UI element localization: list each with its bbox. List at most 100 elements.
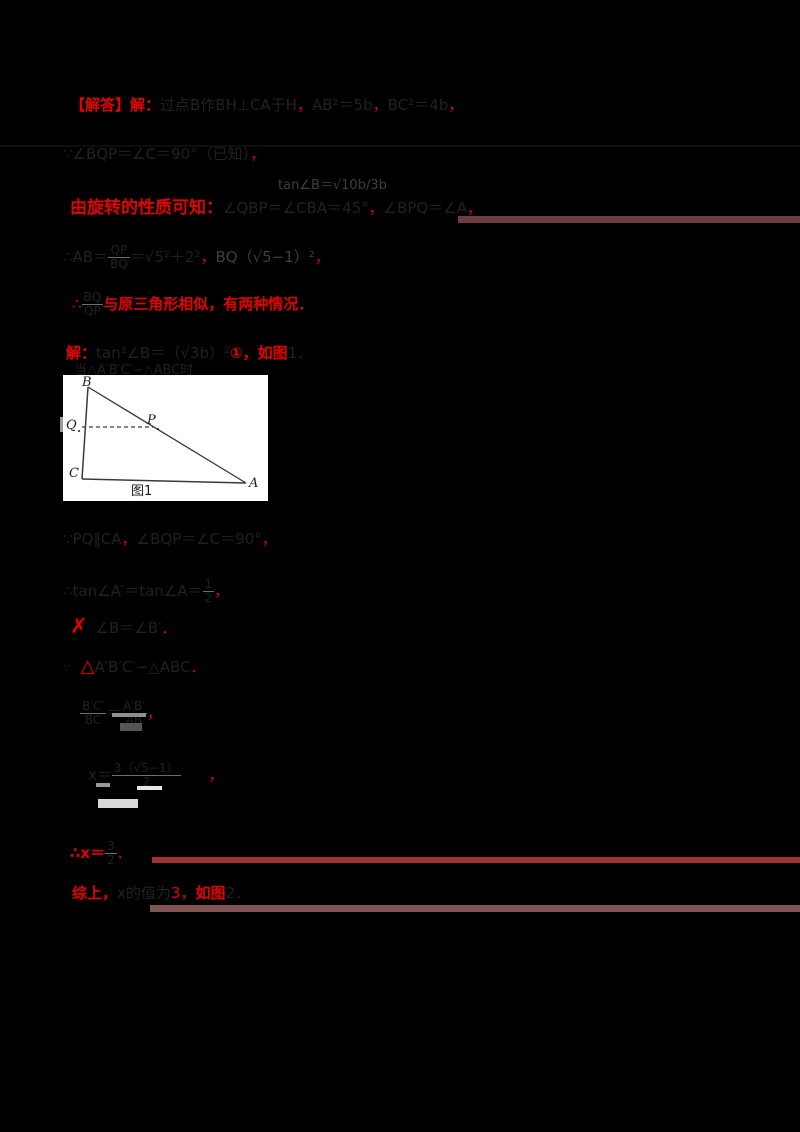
vertex-label-a: A <box>248 476 258 491</box>
fraction-numerator: B′C′ <box>80 699 107 714</box>
fraction-numerator: QP <box>108 244 130 258</box>
parallel-row: ∵PQ∥CA，∠BQP＝∠C＝90°， <box>63 530 277 548</box>
red-period: ． <box>161 619 177 637</box>
body-text: ∵∠BQP＝∠C＝90°（已知） <box>63 145 251 163</box>
body-text: AB²＝5b <box>311 96 373 114</box>
fraction: 3（√5−1） 2 <box>111 761 181 789</box>
red-comma: ， <box>372 96 388 114</box>
annotation-section-label: 【解答】解： <box>70 96 161 114</box>
fraction: BQ QP <box>81 290 104 318</box>
triangle-diagram: B Q C A P 图1 <box>66 375 258 499</box>
math-superline: tan∠B＝√10b∕3b <box>278 177 387 195</box>
body-text: ∠BQP＝∠C＝90° <box>136 530 262 548</box>
q-tick-dot <box>78 430 80 432</box>
red-underline-main <box>152 857 800 863</box>
body-text: x的值为 <box>117 884 171 902</box>
similarity-cases-row: ∴ BQ QP 与原三角形相似，有两种情况． <box>72 291 313 318</box>
fraction-bar-artifact <box>120 723 142 731</box>
red-comma: ， <box>214 582 230 600</box>
body-text: ∠B＝∠B′ <box>95 619 162 637</box>
red-comma: ， <box>146 704 162 722</box>
body-text: tan∠B＝√10b∕3b <box>278 178 387 193</box>
body-text: ∴tan∠A′＝tan∠A＝ <box>63 582 203 600</box>
side-ca-line <box>81 478 247 484</box>
red-comma: ， <box>448 96 464 114</box>
annotation-red-text: 由旋转的性质可知： <box>70 198 223 218</box>
red-comma: ， <box>250 145 266 163</box>
vertex-label-b: B <box>81 375 92 390</box>
vertex-label-c: C <box>69 466 79 481</box>
case-condition-row: 当△A′B′C′∽△ABC时 <box>74 362 193 380</box>
red-comma: ， <box>261 530 277 548</box>
triangle-similar-row: ∵ △A′B′C′∽△ABC． <box>63 658 206 677</box>
result-row: ∴x＝ 3 2 ． <box>70 840 132 867</box>
body-text: 当△A′B′C′∽△ABC时 <box>74 363 194 378</box>
fraction-bar-artifact <box>98 799 138 808</box>
annotation-red-text: 如图 <box>195 884 226 902</box>
red-comma: ， <box>208 766 224 784</box>
fraction-denominator: 2 <box>107 853 115 867</box>
red-period: ． <box>116 844 132 862</box>
fraction-denominator: 2 <box>142 775 151 789</box>
tangent-row: ∴tan∠A′＝tan∠A＝ 1 2， <box>63 578 229 605</box>
annotation-red-text: 与原三角形相似，有两种情况． <box>103 295 314 313</box>
fraction-bar-artifact <box>112 713 146 717</box>
side-bc-line <box>81 386 89 480</box>
fraction-numerator: 1 <box>202 577 215 592</box>
red-therefore: ∴ <box>72 295 82 313</box>
annotation-red-text: ∴x＝ <box>70 844 106 862</box>
body-text: ∠QBP＝∠CBA＝45° <box>223 199 369 217</box>
red-x-mark-icon: ✗ <box>70 614 88 638</box>
hypotenuse-ba-line <box>87 386 247 484</box>
body-text: ＝√5²＋2² <box>129 248 201 266</box>
fraction: B′C′ BC <box>80 699 107 727</box>
statement-row: ∵∠BQP＝∠C＝90°（已知）， <box>63 145 265 163</box>
fraction-numerator: 3 <box>105 839 117 854</box>
red-underline-top <box>458 216 800 223</box>
body-text: ∠BPQ＝∠A <box>383 199 467 217</box>
fraction-bar-artifact <box>137 786 162 790</box>
case-one-row: 解：tan²∠B＝（√3b）²①，如图1． <box>66 344 312 362</box>
red-comma: ， <box>200 248 216 266</box>
body-text: ∴AB＝ <box>63 248 109 266</box>
body-text: tan²∠B＝（√3b）² <box>96 344 230 362</box>
red-comma: ， <box>466 199 482 217</box>
fraction-denominator: BC <box>84 713 102 727</box>
red-comma: ， <box>368 199 384 217</box>
red-triangle-mark-icon: △ <box>80 656 95 677</box>
fraction-bar-artifact <box>96 783 110 787</box>
fraction-denominator: BQ <box>110 257 128 271</box>
body-text: BQ（√5−1）² <box>215 248 315 266</box>
fraction-numerator: A′B′ <box>121 699 147 714</box>
rotation-property-row: 由旋转的性质可知：∠QBP＝∠CBA＝45°，∠BPQ＝∠A， <box>70 199 482 217</box>
body-text: ∵PQ∥CA <box>63 530 122 548</box>
fraction-numerator: 3（√5−1） <box>111 761 181 776</box>
summary-row: 综上，x的值为3，如图2． <box>72 884 250 902</box>
body-text: ∵ <box>63 661 71 675</box>
fraction-numerator: BQ <box>81 290 104 305</box>
annotation-red-text: 综上， <box>72 884 118 902</box>
fraction-denominator: QP <box>84 304 101 318</box>
geometry-figure: B Q C A P 图1 <box>63 375 268 501</box>
fraction-denominator: 2 <box>204 591 213 605</box>
body-text: 过点B作BH⊥CA于H <box>160 96 297 114</box>
vertex-label-q: Q <box>66 418 77 433</box>
red-comma: ， <box>314 248 330 266</box>
fraction: QP BQ <box>108 244 130 271</box>
length-computation-row: ∴AB＝ QP BQ ＝√5²＋2²，BQ（√5−1）²， <box>63 244 330 271</box>
annotation-red-text: ①，如图 <box>229 344 288 362</box>
solve-x-row: x＝ 3（√5−1） 2 ， <box>88 762 224 789</box>
red-value: 3， <box>170 884 196 902</box>
body-text: x＝ <box>88 766 112 784</box>
red-period: ． <box>190 658 206 676</box>
point-label-p: P <box>146 413 156 428</box>
annotation-red-text: 解： <box>66 344 97 362</box>
faint-scan-line <box>0 145 800 147</box>
crossed-out-row: ✗ ∠B＝∠B′． <box>70 614 177 638</box>
red-underline-muted <box>150 905 800 912</box>
body-text: BC²＝4b <box>387 96 449 114</box>
figure-caption: 图1 <box>131 484 152 499</box>
